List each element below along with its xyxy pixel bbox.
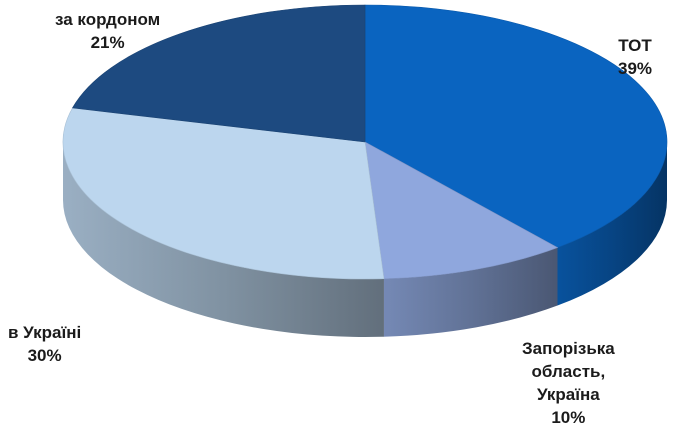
slice-label-v-ukraini: в Україні 30% <box>8 321 81 367</box>
slice-name-za-kordonom: за кордоном <box>55 10 161 29</box>
pie-side-в-україні <box>63 142 384 337</box>
slice-name-tot: ТОТ <box>618 36 652 55</box>
pie-slice-запорізька-область-україна <box>364 141 559 280</box>
slice-percent-zaporizka: 10% <box>551 408 586 427</box>
pie-slice-за-кордоном <box>72 4 366 143</box>
slice-percent-za-kordonom: 21% <box>90 33 125 52</box>
slice-label-tot: ТОТ 39% <box>618 34 652 80</box>
pie-side-тот <box>557 142 667 306</box>
slice-percent-v-ukraini: 30% <box>27 346 62 365</box>
slice-percent-tot: 39% <box>618 59 653 78</box>
pie-sides <box>63 142 667 337</box>
pie-side-запорізька-область-україна <box>383 247 558 337</box>
slice-label-zaporizka: Запорізька область, Україна 10% <box>522 337 615 429</box>
slice-name-v-ukraini: в Україні <box>8 323 82 342</box>
pie-slice-в-україні <box>62 107 385 280</box>
pie-slice-тот <box>364 4 668 248</box>
slice-name-zaporizka-line3: Україна <box>536 385 600 404</box>
slice-name-zaporizka-line2: область, <box>531 362 606 381</box>
pie-tops <box>62 4 668 280</box>
slice-label-za-kordonom: за кордоном 21% <box>55 8 160 54</box>
slice-name-zaporizka-line1: Запорізька <box>522 339 615 358</box>
